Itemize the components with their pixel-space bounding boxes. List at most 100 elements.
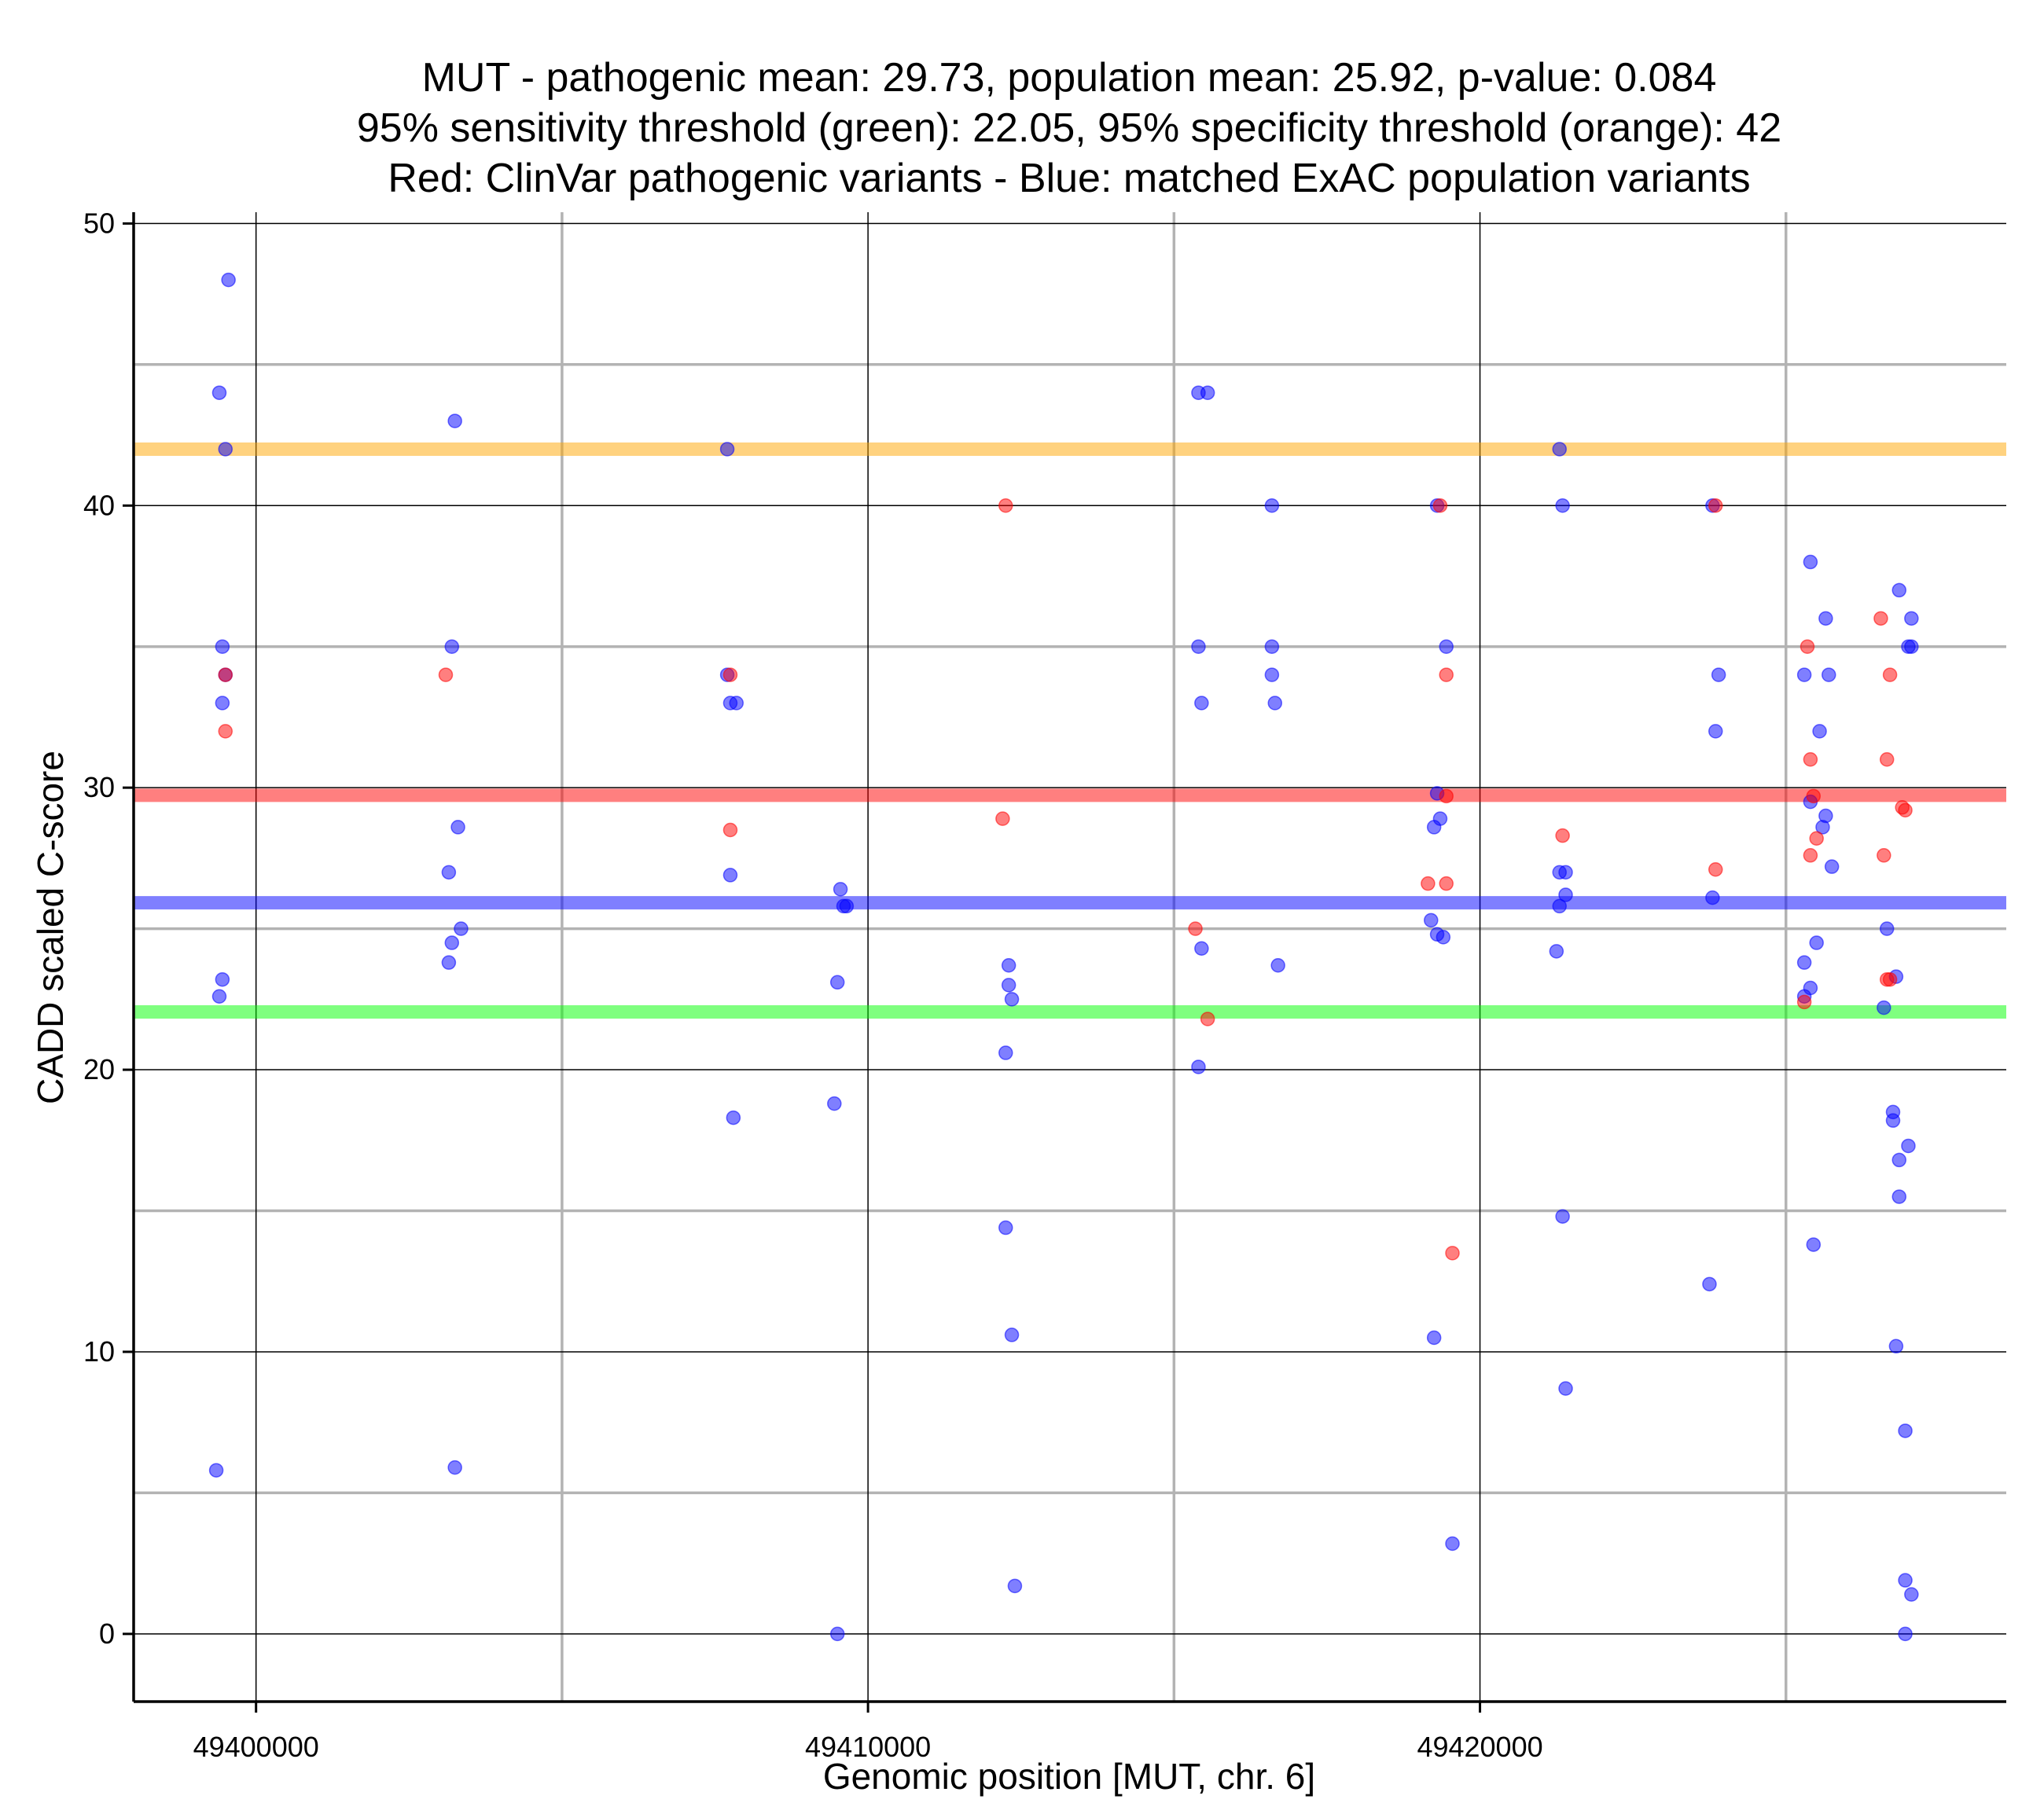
exac-population-variants-point [1888,1338,1904,1354]
exac-population-variants-point [1004,992,1020,1007]
exac-population-variants-point [1558,865,1573,880]
tick-labels: 0 10 20 30 40 50 49400000 49410000 49420000 [83,207,1543,1763]
exac-population-variants-point [1812,724,1827,739]
exac-population-variants-point [1552,442,1567,457]
exac-population-variants-point [1898,1423,1913,1438]
clinvar-pathogenic-variants-point [1877,848,1891,863]
clinvar-pathogenic-variants-point [1439,876,1454,891]
x-axis-title: Genomic position [MUT, chr. 6] [823,1756,1315,1797]
clinvar-pathogenic-variants-point [1873,611,1888,626]
exac-population-variants-point [450,820,465,835]
exac-population-variants-point [1803,554,1818,570]
exac-population-variants-point [1901,1138,1916,1154]
x-tick-label: 49420000 [1417,1731,1542,1763]
clinvar-pathogenic-variants-point [1708,498,1723,513]
exac-population-variants-point [1904,639,1919,654]
y-tick-label: 20 [83,1053,115,1085]
clinvar-pathogenic-variants-point [1796,994,1812,1010]
exac-population-variants-point [1426,820,1442,835]
exac-population-variants-point [1705,890,1720,905]
chart-title-line-1: MUT - pathogenic mean: 29.73, population… [422,55,1717,101]
exac-population-variants-point [829,1626,845,1642]
exac-population-variants-point [454,921,469,936]
clinvar-pathogenic-variants-point [1188,921,1203,936]
clinvar-pathogenic-variants-point [1439,788,1454,804]
exac-population-variants-point [1264,639,1280,654]
exac-population-variants-point [447,413,462,428]
exac-population-variants-point [1549,944,1564,959]
exac-population-variants-point [1194,696,1209,711]
clinvar-pathogenic-variants-point [1555,828,1570,843]
exac-population-variants-point [1898,1626,1913,1642]
exac-population-variants-point [998,1045,1013,1060]
exac-population-variants-point [1796,667,1812,682]
clinvar-pathogenic-variants-point [1445,1246,1460,1261]
exac-population-variants-point [827,1096,842,1111]
y-tick-label: 0 [99,1618,115,1650]
exac-population-variants-point [1891,1152,1907,1168]
exac-population-variants-point [1824,859,1840,874]
exac-population-variants-point [1264,667,1280,682]
exac-population-variants-point [1891,582,1907,598]
exac-population-variants-point [441,865,457,880]
clinvar-pathogenic-variants-point [1806,788,1822,804]
exac-population-variants-point [726,1110,741,1125]
exac-population-variants-point [1555,498,1570,513]
exac-population-variants-point [1445,1536,1460,1551]
exac-population-variants-point [215,696,230,711]
exac-population-variants-point [1270,958,1285,973]
y-tick-label: 30 [83,771,115,803]
exac-population-variants-point [1558,887,1573,902]
exac-population-variants-point [1898,1573,1913,1588]
y-axis-title: CADD scaled C-score [30,751,71,1104]
exac-population-variants-point [1194,941,1209,956]
data-points [208,272,1919,1642]
exac-population-variants-point [444,935,460,950]
exac-population-variants-point [1424,913,1439,928]
clinvar-pathogenic-variants-point [1432,498,1448,513]
exac-population-variants-point [1001,958,1016,973]
clinvar-pathogenic-variants-point [1882,667,1898,682]
exac-population-variants-point [1809,935,1824,950]
clinvar-pathogenic-variants-point [1800,639,1815,654]
exac-population-variants-point [1708,724,1723,739]
exac-population-variants-point [1436,930,1451,945]
clinvar-pathogenic-variants-point [1879,752,1895,767]
exac-population-variants-point [729,696,744,711]
exac-population-variants-point [1558,1381,1573,1396]
exac-population-variants-point [719,442,735,457]
clinvar-pathogenic-variants-point [998,498,1013,513]
exac-population-variants-point [215,639,230,654]
y-tick-label: 40 [83,489,115,521]
clinvar-pathogenic-variants-point [1882,971,1898,987]
clinvar-pathogenic-variants-point [1708,861,1723,877]
clinvar-pathogenic-variants-point [1421,876,1436,891]
exac-population-variants-point [441,955,457,970]
clinvar-pathogenic-variants-point [1803,752,1818,767]
exac-population-variants-point [211,989,227,1004]
exac-population-variants-point [1426,1330,1442,1346]
clinvar-pathogenic-variants-point [722,667,738,682]
exac-population-variants-point [444,639,460,654]
minor-gridlines [134,212,2006,1702]
exac-population-variants-point [722,868,738,883]
y-tick-label: 10 [83,1335,115,1368]
exac-population-variants-point [1822,667,1836,682]
exac-population-variants-point [1796,955,1812,970]
exac-population-variants-point [1806,1237,1822,1252]
clinvar-pathogenic-variants-point [1439,667,1454,682]
exac-population-variants-point [211,385,227,400]
exac-population-variants-point [998,1220,1013,1236]
exac-population-variants-point [1267,696,1283,711]
exac-population-variants-point [447,1460,462,1475]
axes [132,212,2006,1703]
x-tick-label: 49400000 [193,1731,319,1763]
exac-population-variants-point [1877,1000,1891,1015]
exac-population-variants-point [221,272,236,288]
exac-population-variants-point [1711,667,1726,682]
exac-population-variants-point [1555,1209,1570,1224]
clinvar-pathogenic-variants-point [1898,802,1913,818]
exac-population-variants-point [1891,1189,1907,1204]
exac-population-variants-point [1818,611,1833,626]
